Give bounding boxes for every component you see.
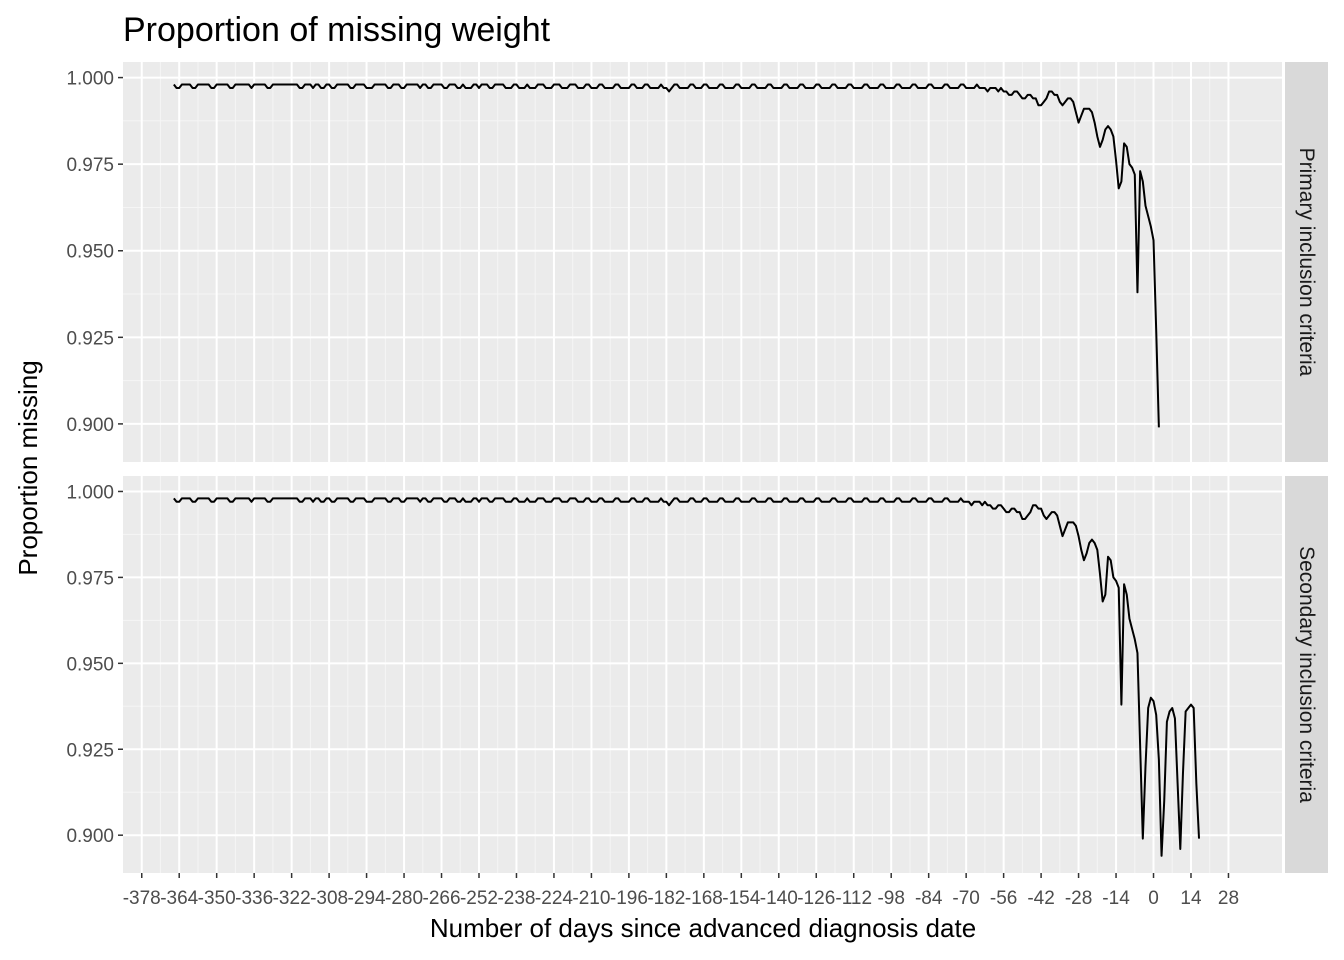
x-axis: -378 -364 -350 -336 -322 -308 -294 -280 -266 -252… [123,873,1239,909]
x-tick-label: -224 [535,888,573,909]
x-tick-label: -98 [877,888,904,909]
x-tick-label: -84 [915,888,943,909]
x-tick-label: -252 [460,888,498,909]
y-tick-label: 0.975 [66,568,114,589]
y-tick-label: 0.975 [66,155,114,176]
x-tick-label: -196 [610,888,648,909]
x-tick-label: -210 [572,888,610,909]
x-tick-label: -336 [235,888,273,909]
data-line [173,83,1160,428]
x-tick-label: -294 [348,888,386,909]
x-tick-label: -154 [722,888,760,909]
x-tick-label: -266 [423,888,461,909]
y-tick-label: 0.950 [66,654,114,675]
x-tick-label: -308 [310,888,348,909]
x-tick-label: -322 [273,888,311,909]
x-tick-label: -350 [198,888,236,909]
chart-title: Proportion of missing weight [123,11,551,49]
y-tick-label: 0.900 [66,415,114,436]
facet-strip [1285,62,1328,462]
x-axis-title: Number of days since advanced diagnosis … [430,913,976,943]
facet-panel: 0.900 0.925 0.950 0.975 1.000 Primary inclusi… [66,62,1328,462]
x-tick-label: -56 [990,888,1017,909]
x-tick-label: -14 [1102,888,1130,909]
x-tick-label: -238 [497,888,535,909]
x-tick-label: -42 [1027,888,1054,909]
y-tick-label: 1.000 [66,69,114,90]
x-tick-label: -126 [797,888,835,909]
x-tick-label: 28 [1218,888,1239,909]
x-tick-label: -140 [760,888,798,909]
x-tick-label: -378 [123,888,161,909]
y-tick-label: 0.950 [66,242,114,263]
y-tick-label: 0.925 [66,740,114,761]
x-tick-label: -28 [1065,888,1092,909]
y-tick-label: 0.900 [66,826,114,847]
x-tick-label: 14 [1180,888,1202,909]
x-tick-label: -182 [647,888,685,909]
x-tick-label: -70 [952,888,979,909]
panel-background [123,476,1282,873]
y-tick-label: 0.925 [66,328,114,349]
facet-strip-label: Secondary inclusion criteria [1295,546,1318,803]
x-tick-label: 0 [1148,888,1159,909]
facet-panel: 0.900 0.925 0.950 0.975 1.000 Secondary inclu… [66,476,1328,873]
y-axis-title: Proportion missing [13,360,43,575]
x-tick-label: -364 [160,888,198,909]
x-tick-label: -168 [685,888,723,909]
x-tick-label: -280 [385,888,423,909]
data-line [173,497,1201,857]
x-tick-label: -112 [835,888,872,909]
facet-strip [1285,476,1328,873]
facet-strip-label: Primary inclusion criteria [1295,148,1318,377]
panel-background [123,62,1282,462]
y-tick-label: 1.000 [66,482,114,503]
panels: 0.900 0.925 0.950 0.975 1.000 Primary inclusi… [66,62,1328,909]
